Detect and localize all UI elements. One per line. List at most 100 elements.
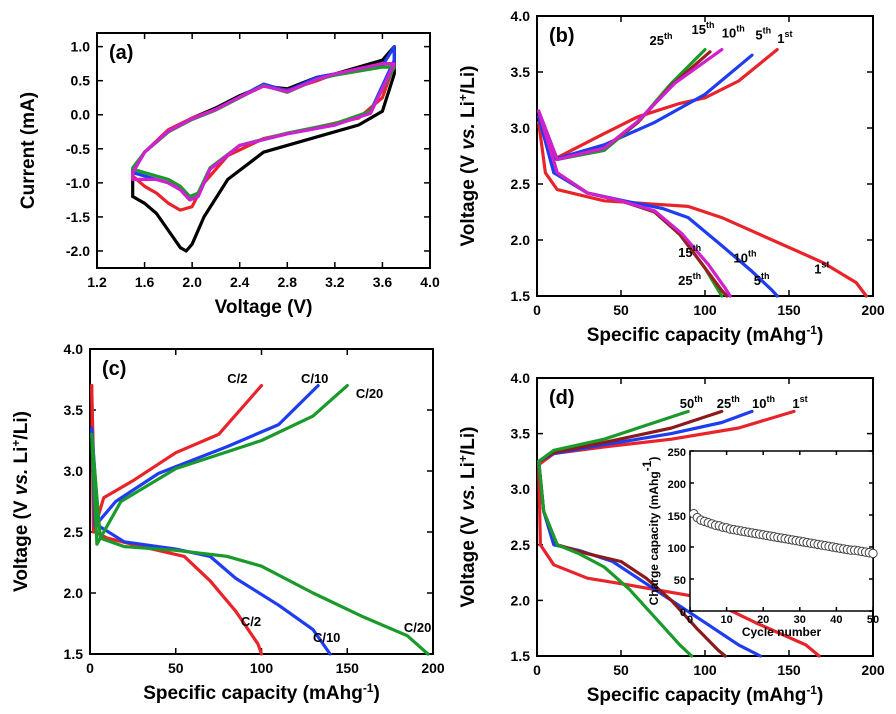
p3-ytick-label: 1.5 xyxy=(511,648,531,664)
p1-series-line-8 xyxy=(537,48,724,161)
p0-series-line-4 xyxy=(131,62,396,202)
p1-xtick-label: 150 xyxy=(777,302,801,318)
p1-ytick-label: 2.0 xyxy=(511,232,531,248)
p0-ytick-label: 0.0 xyxy=(71,107,91,123)
p1-ytick-label: 3.0 xyxy=(511,120,531,136)
p3-xaxis-label: Specific capacity (mAhg-1) xyxy=(587,683,824,706)
p1-yaxis-label: Voltage (V vs. Li+/Li) xyxy=(456,66,479,247)
p4-ytick-label: 100 xyxy=(668,543,686,555)
p1-series-line-3 xyxy=(537,115,779,298)
p1-xtick-label: 100 xyxy=(693,302,717,318)
p4-ytick-label: 200 xyxy=(668,479,686,491)
p2-series-line-4 xyxy=(90,384,349,546)
p3-ytick-label: 2.5 xyxy=(511,537,531,553)
p1-xtick-label: 50 xyxy=(613,302,629,318)
p0-panel-label: (a) xyxy=(109,42,133,64)
p2-xtick-label: 200 xyxy=(421,660,445,676)
p3-ytick-label: 4.0 xyxy=(511,370,531,386)
p0-ytick-label: -1.5 xyxy=(66,209,90,225)
p2-ytick-label: 1.5 xyxy=(64,646,84,662)
p0-xtick-label: 4.0 xyxy=(420,274,440,290)
p2-xtick-label: 50 xyxy=(168,660,184,676)
p0-ytick-label: -2.0 xyxy=(66,243,90,259)
p3-xtick-label: 100 xyxy=(693,662,717,678)
inset-xaxis-label: Cycle number xyxy=(742,625,822,639)
p1-xaxis-label: Specific capacity (mAhg-1) xyxy=(587,323,824,346)
p4-xtick-label: 10 xyxy=(720,614,732,626)
p2-series-line-5 xyxy=(90,432,430,656)
p0-xtick-label: 3.6 xyxy=(373,274,393,290)
p2-series-line-0 xyxy=(90,384,264,534)
p1-series-line-9 xyxy=(537,109,732,298)
p4-ytick-label: 50 xyxy=(674,575,686,587)
p1-cycle-label: 15th xyxy=(692,20,715,37)
p2-ytick-label: 2.0 xyxy=(64,585,84,601)
p0-xtick-label: 1.2 xyxy=(87,274,107,290)
p3-xtick-label: 200 xyxy=(861,662,885,678)
p2-curve-label: C/20 xyxy=(356,386,383,401)
p0-xtick-label: 2.4 xyxy=(230,274,250,290)
p3-ytick-label: 3.0 xyxy=(511,481,531,497)
p4-xtick-label: 30 xyxy=(794,614,806,626)
p1-ytick-label: 3.5 xyxy=(511,64,531,80)
p0-ytick-label: -1.0 xyxy=(66,175,90,191)
p1-ytick-label: 1.5 xyxy=(511,288,531,304)
p3-yaxis-label: Voltage (V vs. Li+/Li) xyxy=(456,427,479,608)
p0-series-line-0 xyxy=(131,45,396,253)
p0-ytick-label: -0.5 xyxy=(66,141,90,157)
p2-ytick-label: 3.0 xyxy=(64,463,84,479)
p4-xtick-label: 50 xyxy=(867,614,879,626)
p1-ytick-label: 4.0 xyxy=(511,8,531,24)
p2-ytick-label: 2.5 xyxy=(64,524,84,540)
p1-series-line-0 xyxy=(537,48,779,161)
p4-xtick-label: 20 xyxy=(757,614,769,626)
p4-ytick-label: 250 xyxy=(668,447,686,459)
p3-ytick-label: 3.5 xyxy=(511,426,531,442)
p3-cycle-label: 25th xyxy=(717,394,740,411)
p3-cycle-label: 10th xyxy=(752,394,775,411)
p1-series-line-1 xyxy=(537,120,868,298)
p0-yaxis-label: Current (mA) xyxy=(18,92,39,209)
p0-xtick-label: 2.8 xyxy=(278,274,298,290)
p3-ytick-label: 2.0 xyxy=(511,592,531,608)
p0-ytick-label: 0.5 xyxy=(71,73,91,89)
p1-cycle-label: 10th xyxy=(734,248,757,265)
p1-cycle-label: 1st xyxy=(814,260,829,277)
p0-xtick-label: 2.0 xyxy=(182,274,202,290)
p2-series-line-2 xyxy=(90,384,320,528)
p2-xtick-label: 100 xyxy=(250,660,274,676)
p2-panel-label: (c) xyxy=(102,358,126,380)
p1-panel-label: (b) xyxy=(549,25,575,47)
p4-ytick-label: 0 xyxy=(680,607,686,619)
p4-ytick-label: 150 xyxy=(668,511,686,523)
p1-cycle-label: 25th xyxy=(678,271,701,288)
p3-series-line-7 xyxy=(537,459,694,658)
p0-xtick-label: 1.6 xyxy=(135,274,155,290)
inset-yaxis-label: Charge capacity (mAhg-1) xyxy=(640,457,661,606)
p2-ytick-label: 3.5 xyxy=(64,402,84,418)
p3-xtick-label: 150 xyxy=(777,662,801,678)
p1-cycle-label: 10th xyxy=(722,23,745,40)
p1-xtick-label: 0 xyxy=(533,302,541,318)
p0-frame xyxy=(96,32,431,269)
p3-cycle-label: 1st xyxy=(792,394,807,411)
p2-series-line-1 xyxy=(90,384,264,656)
p1-ytick-label: 2.5 xyxy=(511,176,531,192)
p0-xaxis-label: Voltage (V) xyxy=(215,297,313,318)
p3-xtick-label: 0 xyxy=(533,662,541,678)
p2-curve-label: C/2 xyxy=(241,614,261,629)
p1-series-line-2 xyxy=(537,53,754,161)
p2-xtick-label: 150 xyxy=(336,660,360,676)
p4-xtick-label: 0 xyxy=(687,614,693,626)
p2-curve-label: C/2 xyxy=(227,371,247,386)
p3-cycle-label: 50th xyxy=(680,394,703,411)
p2-xaxis-label: Specific capacity (mAhg-1) xyxy=(143,681,380,704)
p2-curve-label: C/10 xyxy=(313,630,340,645)
p1-xtick-label: 200 xyxy=(861,302,885,318)
p2-curve-label: C/10 xyxy=(301,371,328,386)
p2-series-line-3 xyxy=(90,426,332,656)
p1-cycle-label: 25th xyxy=(650,31,673,48)
p0-ytick-label: 1.0 xyxy=(71,39,91,55)
p4-xtick-label: 40 xyxy=(830,614,842,626)
